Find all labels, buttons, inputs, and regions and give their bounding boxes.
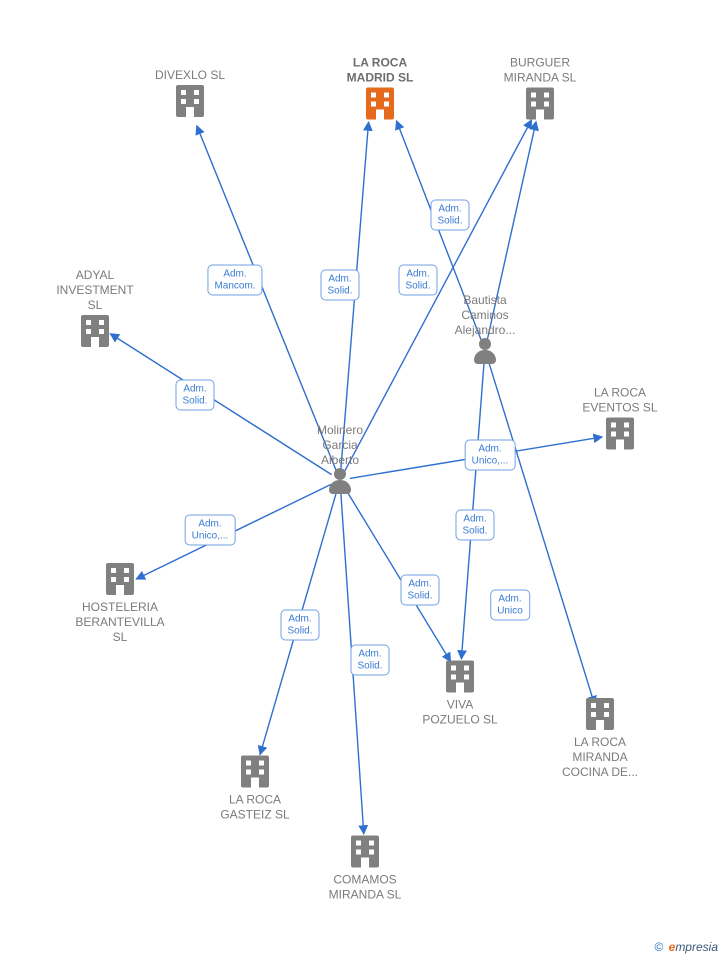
node-label: COMAMOS MIRANDA SL bbox=[305, 873, 425, 903]
copyright-symbol: © bbox=[654, 940, 663, 954]
node-label: LA ROCA MIRANDA COCINA DE... bbox=[540, 735, 660, 780]
person-icon bbox=[329, 468, 351, 494]
node-bautista[interactable]: Bautista Caminos Alejandro... bbox=[425, 291, 545, 369]
building-icon bbox=[446, 661, 474, 693]
edge-label[interactable]: Adm. Solid. bbox=[175, 380, 214, 411]
building-icon bbox=[106, 563, 134, 595]
node-burguer[interactable]: BURGUER MIRANDA SL bbox=[480, 56, 600, 125]
node-molinero[interactable]: Molinero Garcia Alberto bbox=[280, 421, 400, 499]
edge-label[interactable]: Adm. Solid. bbox=[455, 510, 494, 541]
building-icon bbox=[366, 88, 394, 120]
node-label: LA ROCA EVENTOS SL bbox=[560, 386, 680, 416]
building-icon bbox=[81, 315, 109, 347]
building-icon bbox=[586, 698, 614, 730]
node-laroca_madrid[interactable]: LA ROCA MADRID SL bbox=[320, 56, 440, 125]
node-label: LA ROCA MADRID SL bbox=[320, 56, 440, 86]
building-icon bbox=[526, 88, 554, 120]
edge-label[interactable]: Adm. Solid. bbox=[280, 610, 319, 641]
node-label: LA ROCA GASTEIZ SL bbox=[195, 793, 315, 823]
node-viva[interactable]: VIVA POZUELO SL bbox=[400, 661, 520, 730]
node-label: BURGUER MIRANDA SL bbox=[480, 56, 600, 86]
edge-label[interactable]: Adm. Unico bbox=[490, 590, 530, 621]
footer-credit: © empresia bbox=[654, 940, 718, 954]
edge-label[interactable]: Adm. Solid. bbox=[320, 270, 359, 301]
node-label: ADYAL INVESTMENT SL bbox=[35, 268, 155, 313]
node-adyal[interactable]: ADYAL INVESTMENT SL bbox=[35, 268, 155, 352]
node-label: Bautista Caminos Alejandro... bbox=[425, 293, 545, 338]
node-divexlo[interactable]: DIVEXLO SL bbox=[130, 68, 250, 122]
edge-label[interactable]: Adm. Solid. bbox=[398, 265, 437, 296]
building-icon bbox=[176, 85, 204, 117]
node-label: VIVA POZUELO SL bbox=[400, 698, 520, 728]
node-cocina[interactable]: LA ROCA MIRANDA COCINA DE... bbox=[540, 698, 660, 782]
edge-label[interactable]: Adm. Solid. bbox=[430, 200, 469, 231]
building-icon bbox=[606, 418, 634, 450]
diagram-canvas: DIVEXLO SL LA ROCA MADRID SL BURGUER MIRAN… bbox=[0, 0, 728, 960]
node-label: HOSTELERIA BERANTEVILLA SL bbox=[60, 600, 180, 645]
node-label: DIVEXLO SL bbox=[130, 68, 250, 83]
person-icon bbox=[474, 338, 496, 364]
edge-molinero-divexlo bbox=[197, 126, 337, 471]
edge-label[interactable]: Adm. Unico,... bbox=[185, 515, 236, 546]
node-gasteiz[interactable]: LA ROCA GASTEIZ SL bbox=[195, 756, 315, 825]
edge-label[interactable]: Adm. Solid. bbox=[350, 645, 389, 676]
edge-label[interactable]: Adm. Solid. bbox=[400, 575, 439, 606]
edge-label[interactable]: Adm. Mancom. bbox=[207, 265, 262, 296]
building-icon bbox=[351, 836, 379, 868]
node-label: Molinero Garcia Alberto bbox=[280, 423, 400, 468]
node-hosteleria[interactable]: HOSTELERIA BERANTEVILLA SL bbox=[60, 563, 180, 647]
edge-label[interactable]: Adm. Unico,... bbox=[465, 440, 516, 471]
node-eventos[interactable]: LA ROCA EVENTOS SL bbox=[560, 386, 680, 455]
footer-logo-text: mpresia bbox=[675, 940, 718, 954]
node-comamos[interactable]: COMAMOS MIRANDA SL bbox=[305, 836, 425, 905]
building-icon bbox=[241, 756, 269, 788]
